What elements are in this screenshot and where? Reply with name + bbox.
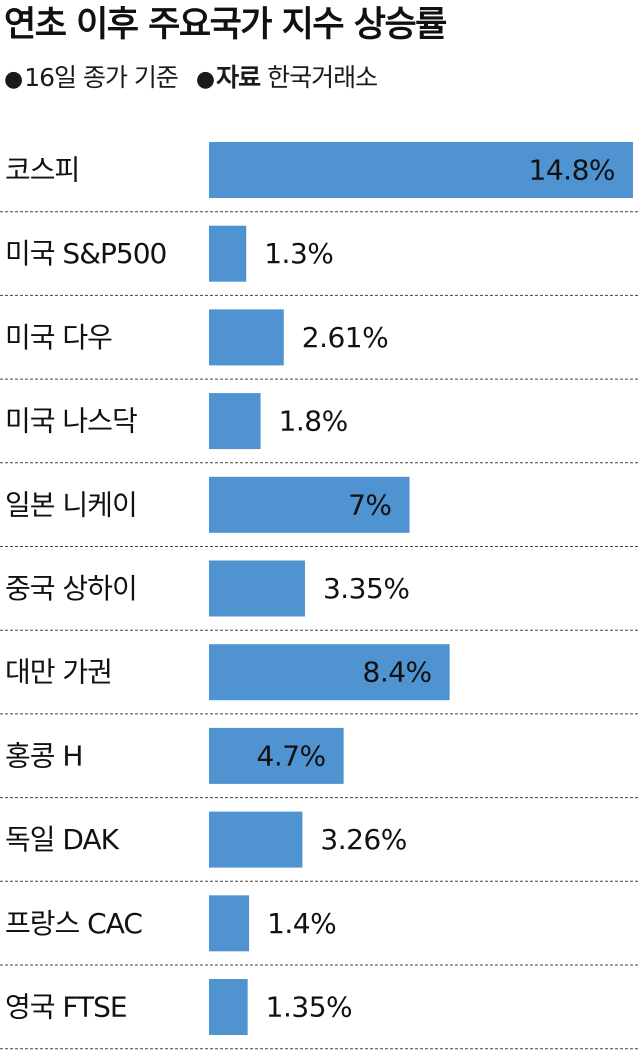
source-label: 자료 bbox=[216, 63, 261, 92]
bar bbox=[209, 309, 284, 366]
category-label: 프랑스 CAC bbox=[5, 907, 142, 940]
value-label: 3.35% bbox=[323, 572, 409, 605]
value-label: 4.7% bbox=[257, 739, 326, 772]
category-label: 대만 가권 bbox=[5, 656, 112, 689]
bar bbox=[209, 979, 248, 1035]
bar bbox=[209, 560, 305, 617]
value-label: 3.26% bbox=[320, 823, 406, 856]
bar bbox=[209, 142, 633, 198]
chart-notes: ●16일 종가 기준 ●자료 한국거래소 bbox=[4, 60, 378, 98]
value-label: 1.8% bbox=[279, 405, 348, 438]
bar bbox=[209, 225, 247, 282]
category-label: 미국 나스닥 bbox=[5, 405, 137, 438]
category-label: 영국 FTSE bbox=[5, 991, 127, 1024]
bar bbox=[209, 476, 410, 533]
bar bbox=[209, 811, 303, 868]
bullet-icon: ● bbox=[195, 67, 215, 92]
category-label: 홍콩 H bbox=[5, 739, 82, 772]
bar bbox=[209, 727, 344, 784]
bar bbox=[209, 393, 261, 450]
value-label: 2.61% bbox=[302, 321, 388, 354]
category-label: 일본 니케이 bbox=[5, 488, 137, 521]
value-label: 1.3% bbox=[264, 237, 333, 270]
category-label: 중국 상하이 bbox=[5, 572, 137, 605]
category-label: 미국 다우 bbox=[5, 321, 112, 354]
bar-chart: 코스피 14.8% 미국 S&P500 1.3% 미국 다우 2.61% 미국 나스닥 1.8… bbox=[0, 142, 640, 1050]
bar bbox=[209, 644, 450, 701]
source-value: 한국거래소 bbox=[267, 63, 378, 92]
category-label: 독일 DAK bbox=[5, 823, 120, 856]
chart-title: 연초 이후 주요국가 지수 상승률 bbox=[4, 5, 447, 45]
category-label: 코스피 bbox=[5, 154, 79, 187]
value-label: 1.4% bbox=[267, 907, 336, 940]
bullet-icon: ● bbox=[4, 67, 23, 92]
value-label: 1.35% bbox=[266, 991, 352, 1024]
bar bbox=[209, 895, 250, 952]
value-label: 14.8% bbox=[529, 154, 615, 187]
value-label: 8.4% bbox=[363, 656, 432, 689]
value-label: 7% bbox=[348, 488, 391, 521]
category-label: 미국 S&P500 bbox=[5, 237, 166, 270]
date-note: 16일 종가 기준 bbox=[24, 63, 179, 92]
